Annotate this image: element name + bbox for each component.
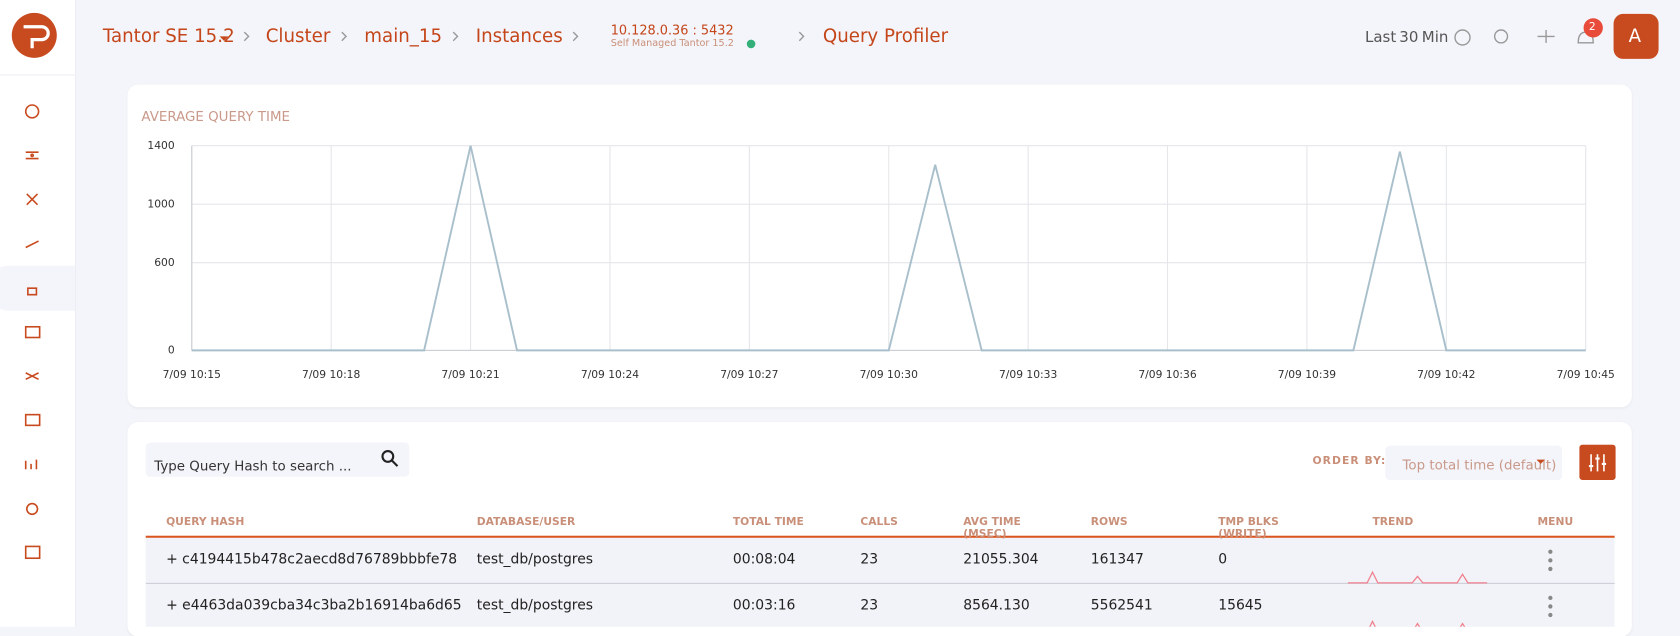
column-header[interactable]: AVG TIME (MSEC) (963, 516, 1021, 541)
breadcrumb[interactable]: main_15 (364, 25, 443, 48)
x-tick-label: 7/09 10:33 (999, 368, 1057, 381)
instance-subtitle: Self Managed Tantor 15.2 (610, 38, 734, 50)
x-tick-label: 7/09 10:30 (860, 368, 918, 381)
column-header[interactable]: TMP BLKS (WRITE) (1218, 516, 1279, 541)
chart-card: AVERAGE QUERY TIME 0 600 1000 1400 7/09 10:1… (127, 84, 1632, 408)
breadcrumb[interactable]: Tantor SE 15.2 (102, 25, 235, 48)
filter-button[interactable] (1579, 444, 1616, 481)
chart-title: AVERAGE QUERY TIME (141, 108, 290, 125)
x-tick-label: 7/09 10:15 (163, 368, 221, 381)
x-tick-label: 7/09 10:24 (581, 368, 639, 381)
x-tick-label: 7/09 10:45 (1557, 368, 1615, 381)
column-header[interactable]: TOTAL TIME (732, 516, 804, 529)
table-cell: test_db/postgres (476, 551, 594, 568)
search-box[interactable]: Type Query Hash to search ... (145, 442, 410, 477)
range-amount[interactable]: 30 (1399, 28, 1419, 47)
x-tick-label: 7/09 10:18 (302, 368, 360, 381)
order-value: Top total time (default) (1402, 456, 1557, 473)
y-tick-label: 0 (168, 344, 175, 357)
table-cell: 23 (860, 551, 879, 568)
column-header[interactable]: CALLS (860, 516, 898, 529)
notification-count[interactable]: 2 (1588, 21, 1596, 34)
search-icon[interactable] (379, 448, 400, 469)
y-tick-label: 600 (154, 256, 175, 269)
column-header[interactable]: ROWS (1090, 516, 1128, 529)
avatar[interactable]: A (1628, 25, 1642, 48)
chart: 0 600 1000 1400 7/09 10:15 7/09 10:18 7/09 10:… (147, 139, 1615, 381)
sidebar (0, 0, 77, 627)
y-tick-label: 1000 (147, 197, 174, 210)
caret (1536, 459, 1546, 464)
range-prefix: Last (1365, 28, 1397, 47)
y-tick-label: 1400 (147, 139, 174, 152)
x-tick-label: 7/09 10:27 (720, 368, 778, 381)
breadcrumb[interactable]: Cluster (265, 25, 331, 48)
table-cell: 0 (1218, 551, 1228, 568)
header-rule (145, 535, 1615, 538)
search-placeholder: Type Query Hash to search ... (154, 457, 352, 474)
x-tick-label: 7/09 10:42 (1417, 368, 1475, 381)
range-unit[interactable]: Min (1421, 28, 1449, 47)
table-cell: 161347 (1090, 551, 1144, 568)
current-page: Query Profiler (822, 25, 949, 48)
table-cell: 15645 (1218, 597, 1263, 614)
x-tick-label: 7/09 10:21 (441, 368, 499, 381)
header-decor (219, 13, 1659, 59)
table-cell: 23 (860, 597, 879, 614)
breadcrumb[interactable]: Instances (475, 25, 563, 48)
table-cell: + c4194415b478c2aecd8d76789bbbfe78 (166, 551, 458, 568)
column-header[interactable]: MENU (1537, 516, 1574, 529)
table-cell: test_db/postgres (476, 597, 594, 614)
table-cell: 00:03:16 (732, 597, 796, 614)
column-header[interactable]: QUERY HASH (166, 516, 245, 529)
order-label: ORDER BY: (1312, 455, 1387, 468)
table-cell: 8564.130 (963, 597, 1030, 614)
table-row[interactable] (145, 583, 1615, 627)
series-line (191, 145, 1586, 352)
column-header[interactable]: DATABASE/USER (476, 516, 576, 529)
table-cell: 5562541 (1090, 597, 1153, 614)
x-tick-label: 7/09 10:36 (1138, 368, 1196, 381)
x-tick-label: 7/09 10:39 (1278, 368, 1336, 381)
order-select[interactable]: Top total time (default) (1385, 445, 1563, 481)
table-cell: 21055.304 (963, 551, 1039, 568)
column-header[interactable]: TREND (1372, 516, 1414, 529)
row-decor (1347, 549, 1553, 627)
table-cell: + e4463da039cba34c3ba2b16914ba6d65 (166, 597, 462, 614)
instance-address[interactable]: 10.128.0.36 : 5432 (610, 22, 734, 38)
sidebar-icons (0, 12, 76, 560)
table-cell: 00:08:04 (732, 551, 796, 568)
